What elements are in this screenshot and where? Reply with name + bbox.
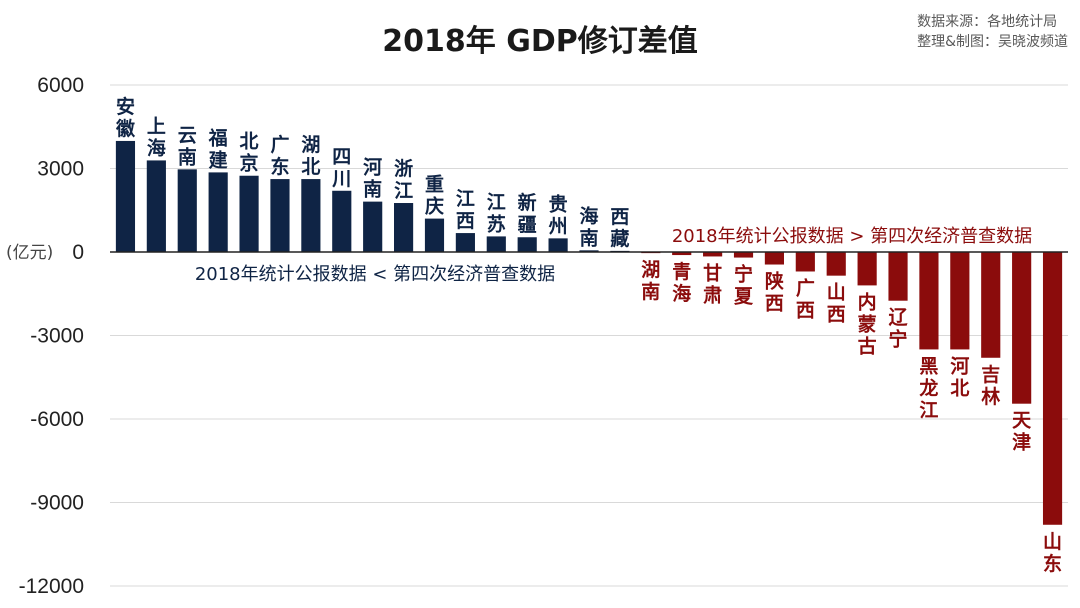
category-label: 西藏 [610,206,629,250]
bar [301,179,321,252]
category-label: 重庆 [425,174,444,218]
bar [672,252,692,256]
category-label: 山西 [827,282,846,326]
category-label: 河北 [950,355,969,399]
bar [950,252,970,350]
y-tick-label: -6000 [30,408,84,431]
category-label: 海南 [579,204,598,249]
category-label: 广东 [270,133,289,178]
category-label: 天津 [1012,410,1032,454]
bar [703,252,723,257]
annotation-positive: 2018年统计公报数据 < 第四次经济普查数据 [195,264,555,285]
category-label: 贵州 [549,193,568,237]
category-label: 青海 [672,261,691,305]
bar [363,201,383,252]
bar [826,252,846,276]
bar [486,236,506,252]
category-label: 黑龙江 [919,355,938,421]
category-label: 山东 [1043,531,1062,575]
gridlines [110,84,1068,587]
category-label: 四川 [331,146,351,190]
category-label: 江苏 [487,191,506,235]
chart-title: 2018年 GDP修订差值 [382,24,698,59]
y-tick-label: 3000 [37,158,84,181]
category-label: 湖北 [301,134,320,178]
bar [332,190,352,252]
bar [115,140,136,252]
bar [548,238,568,252]
category-label: 上海 [147,115,166,159]
y-tick-label: -3000 [30,325,84,348]
category-label: 福建 [208,126,228,171]
source-line: 数据来源：各地统计局 [917,14,1058,30]
bar [208,172,228,252]
bar [270,179,290,252]
bar [517,237,537,252]
bar [1012,252,1032,404]
category-label: 吉林 [981,363,1000,408]
bar [764,252,784,265]
y-axis: 6000 3000 0 -3000 -6000 -9000 -12000 (亿元) [6,74,84,598]
bar [919,252,939,350]
bar [146,160,166,252]
category-label: 浙江 [394,157,413,202]
category-label: 湖南 [641,259,660,303]
y-tick-label: -9000 [30,492,84,515]
bar [857,252,877,286]
category-label: 辽宁 [889,307,908,351]
category-label: 广西 [796,276,815,321]
credit-line: 整理&制图：吴晓波频道 [917,34,1068,50]
bars [115,140,1063,525]
y-tick-label: 6000 [37,74,84,97]
bar [177,169,197,252]
category-label: 甘肃 [703,262,722,306]
category-label: 陕西 [765,270,784,315]
bar [888,252,908,301]
bar [733,252,754,258]
category-label: 北京 [240,131,259,175]
category-label: 江西 [456,188,475,232]
bar [1042,252,1063,525]
category-label: 河南 [363,157,382,201]
category-label: 安徽 [115,95,136,140]
bar [239,175,259,252]
bar [981,252,1001,358]
category-label: 内蒙古 [858,290,877,357]
y-tick-label: -12000 [19,575,84,598]
bar [455,233,475,252]
bar [579,250,599,252]
annotation-negative: 2018年统计公报数据 > 第四次经济普查数据 [672,226,1032,247]
category-label: 新疆 [518,191,537,236]
bar [795,252,815,272]
category-label: 云南 [178,124,197,168]
y-unit-label: (亿元) [6,243,53,263]
bar [424,218,445,252]
category-label: 宁夏 [734,263,754,308]
y-tick-label: 0 [72,241,84,264]
source-note: 数据来源：各地统计局 整理&制图：吴晓波频道 [917,12,1068,52]
bar [394,203,414,252]
